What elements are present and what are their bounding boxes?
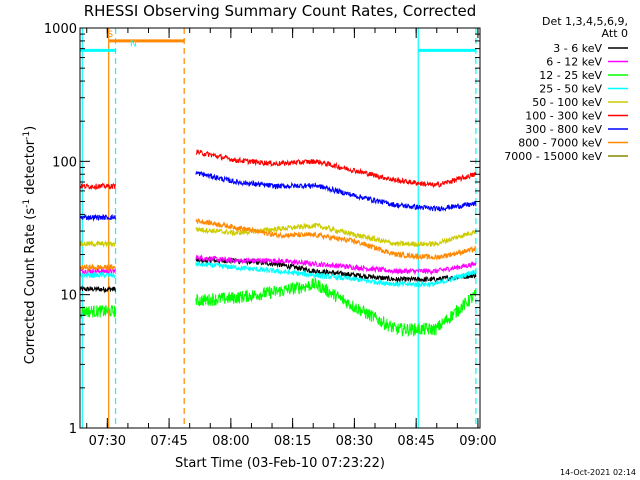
- plot-frame: [79, 27, 481, 429]
- y-axis-label-end: ): [23, 126, 38, 131]
- flag-label-1: N: [130, 39, 137, 49]
- series-pre-7: [79, 263, 116, 272]
- series-7: [79, 218, 477, 272]
- series-post-6: [195, 170, 477, 212]
- series-post-4: [195, 222, 476, 248]
- x-tick-label-2: 08:00: [212, 434, 249, 449]
- axes: 1 10 100 1000 07:30 07:45 08:00 08:15 08:30 08:45…: [44, 22, 497, 449]
- legend-entry-5: 100 - 300 keV: [525, 110, 602, 123]
- y-tick-label-0: 1: [69, 422, 77, 437]
- y-axis-label-mid: detector: [23, 139, 38, 199]
- x-tick-label-3: 08:15: [274, 434, 311, 449]
- series-4: [79, 222, 476, 248]
- series-pre-0: [79, 285, 116, 294]
- series-3: [79, 261, 477, 289]
- footer-timestamp: 14-Oct-2021 02:14: [560, 468, 636, 477]
- legend-entry-8: 7000 - 15000 keV: [504, 150, 602, 163]
- flag-label-0: S: [107, 30, 113, 40]
- series-post-1: [195, 253, 477, 276]
- legend-entry-0: 3 - 6 keV: [553, 42, 602, 55]
- legend-header-0: Det 1,3,4,5,6,9,: [542, 15, 628, 28]
- legend-entry-7: 800 - 7000 keV: [518, 137, 602, 150]
- plot-area: SN: [79, 28, 477, 428]
- series-pre-5: [79, 182, 116, 191]
- series-pre-3: [79, 270, 116, 279]
- legend-entry-2: 12 - 25 keV: [539, 69, 602, 82]
- legend-entry-6: 300 - 800 keV: [525, 123, 602, 136]
- legend-entry-1: 6 - 12 keV: [546, 56, 602, 69]
- series-pre-4: [79, 239, 116, 248]
- x-tick-label-0: 07:30: [89, 434, 126, 449]
- y-tick-label-2: 100: [52, 155, 77, 170]
- series-6: [79, 170, 477, 222]
- x-axis-label: Start Time (03-Feb-10 07:23:22): [175, 456, 385, 471]
- series-post-2: [195, 277, 477, 338]
- x-tick-label-6: 09:00: [459, 434, 496, 449]
- y-tick-label-1: 10: [60, 289, 77, 304]
- x-tick-label-4: 08:30: [336, 434, 373, 449]
- x-tick-label-5: 08:45: [397, 434, 434, 449]
- y-axis-label-main: Corrected Count Rate (s: [23, 208, 38, 365]
- y-axis-label-sup1: -1: [22, 199, 32, 208]
- x-tick-label-1: 07:45: [150, 434, 187, 449]
- series-pre-2: [79, 304, 116, 319]
- series-post-3: [195, 261, 477, 289]
- y-tick-label-3: 1000: [44, 22, 77, 37]
- series-5: [79, 149, 477, 191]
- legend-header-1: Att 0: [602, 27, 628, 40]
- chart-title: RHESSI Observing Summary Count Rates, Co…: [84, 2, 477, 20]
- series-post-7: [195, 218, 477, 262]
- series-pre-6: [79, 213, 116, 222]
- y-axis-label-sup2: -1: [22, 131, 32, 140]
- series-post-5: [195, 149, 477, 188]
- series-2: [79, 277, 477, 338]
- legend-entry-3: 25 - 50 keV: [539, 83, 602, 96]
- legend-entry-4: 50 - 100 keV: [532, 96, 602, 109]
- y-axis-label: Corrected Count Rate (s-1 detector-1): [22, 126, 38, 364]
